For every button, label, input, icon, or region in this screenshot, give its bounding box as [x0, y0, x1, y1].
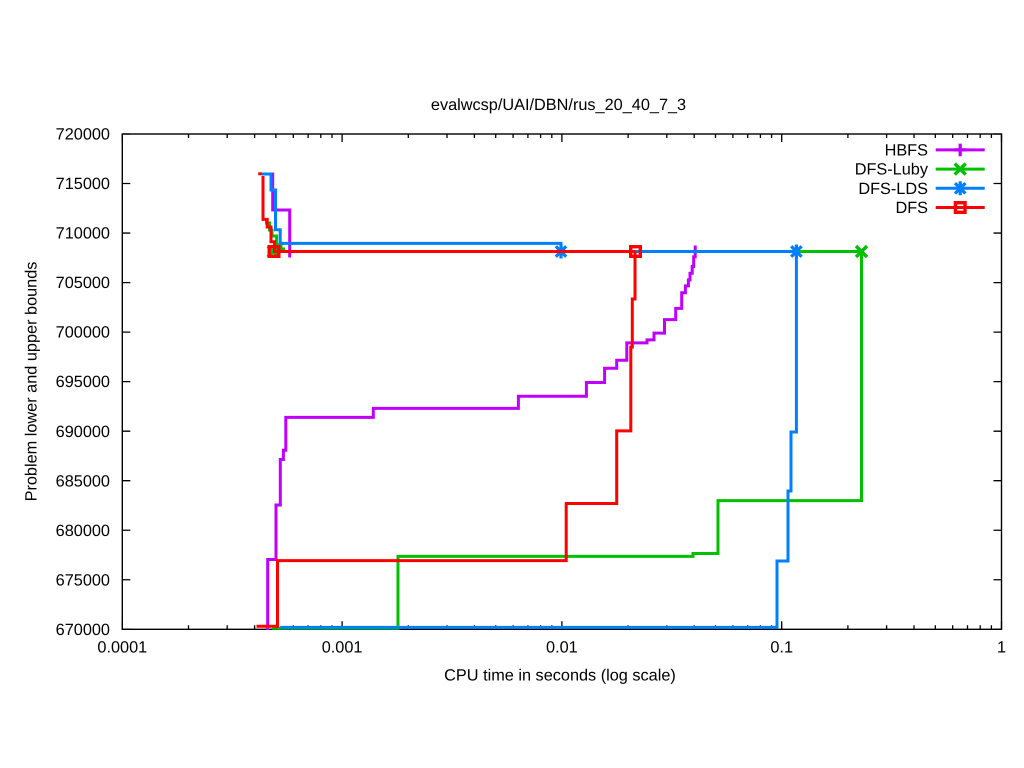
svg-text:CPU time in seconds (log scale: CPU time in seconds (log scale)	[444, 667, 676, 685]
svg-text:DFS: DFS	[895, 199, 928, 217]
svg-text:0.01: 0.01	[546, 639, 578, 657]
svg-text:DFS-Luby: DFS-Luby	[855, 161, 929, 179]
svg-text:675000: 675000	[56, 571, 110, 589]
svg-text:1: 1	[997, 639, 1006, 657]
svg-text:695000: 695000	[56, 373, 110, 391]
svg-text:715000: 715000	[56, 175, 110, 193]
svg-text:705000: 705000	[56, 274, 110, 292]
svg-text:680000: 680000	[56, 522, 110, 540]
svg-text:690000: 690000	[56, 423, 110, 441]
svg-text:DFS-LDS: DFS-LDS	[858, 180, 928, 198]
svg-text:670000: 670000	[56, 621, 110, 639]
svg-text:710000: 710000	[56, 225, 110, 243]
svg-text:700000: 700000	[56, 324, 110, 342]
svg-text:720000: 720000	[56, 126, 110, 144]
svg-text:0.1: 0.1	[770, 639, 793, 657]
svg-text:Problem lower and upper bounds: Problem lower and upper bounds	[23, 262, 41, 502]
svg-text:0.0001: 0.0001	[97, 639, 147, 657]
svg-text:HBFS: HBFS	[885, 142, 929, 160]
svg-text:0.001: 0.001	[322, 639, 363, 657]
svg-text:685000: 685000	[56, 472, 110, 490]
svg-text:evalwcsp/UAI/DBN/rus_20_40_7_3: evalwcsp/UAI/DBN/rus_20_40_7_3	[431, 96, 686, 114]
